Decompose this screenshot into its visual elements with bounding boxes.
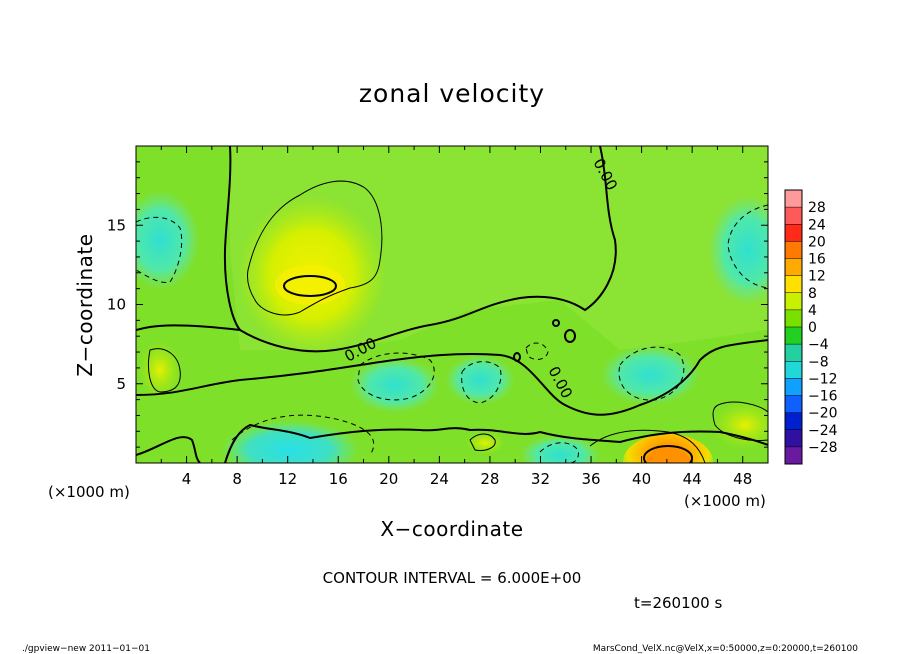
x-tick-label: 20 bbox=[379, 470, 398, 488]
colorbar-label: 24 bbox=[808, 217, 826, 233]
colorbar-label: 0 bbox=[808, 320, 817, 336]
heatmap-field bbox=[136, 146, 768, 463]
contour-interval-text: CONTOUR INTERVAL = 6.000E+00 bbox=[323, 569, 582, 587]
colorbar-label: 20 bbox=[808, 234, 826, 250]
colorbar-label: −12 bbox=[808, 371, 838, 387]
y-tick-label: 15 bbox=[107, 216, 126, 234]
colorbar-swatch bbox=[785, 309, 802, 328]
x-tick-label: 28 bbox=[480, 470, 499, 488]
colorbar-label: −28 bbox=[808, 440, 838, 456]
colorbar-label: −4 bbox=[808, 337, 829, 353]
colorbar-swatch bbox=[785, 275, 802, 294]
colorbar-swatch bbox=[785, 446, 802, 465]
colorbar-label: −16 bbox=[808, 389, 838, 405]
x-tick-label: 16 bbox=[329, 470, 348, 488]
colorbar-label: −8 bbox=[808, 354, 829, 370]
x-tick-label: 8 bbox=[232, 470, 242, 488]
x-tick-label: 4 bbox=[182, 470, 192, 488]
x-units-label-right: (×1000 m) bbox=[684, 492, 766, 510]
footer-left: ./gpview−new 2011−01−01 bbox=[22, 644, 150, 654]
colorbar-label: 16 bbox=[808, 252, 826, 268]
colorbar-swatch bbox=[785, 190, 802, 208]
x-axis-title: X−coordinate bbox=[380, 517, 523, 541]
y-tick-label: 10 bbox=[107, 296, 126, 314]
x-tick-label: 12 bbox=[278, 470, 297, 488]
colorbar-label: 4 bbox=[808, 303, 817, 319]
chart-title: zonal velocity bbox=[359, 79, 545, 108]
footer-right: MarsCond_VelX.nc@VelX,x=0:50000,z=0:2000… bbox=[593, 644, 858, 654]
colorbar-label: −20 bbox=[808, 406, 838, 422]
colorbar-label: 28 bbox=[808, 200, 826, 216]
time-text: t=260100 s bbox=[634, 594, 722, 612]
x-tick-label: 44 bbox=[683, 470, 702, 488]
colorbar-swatch bbox=[785, 361, 802, 379]
colorbar-swatch bbox=[785, 378, 802, 396]
x-units-label-left: (×1000 m) bbox=[48, 483, 130, 501]
colorbar-swatch bbox=[785, 412, 802, 431]
colorbar-swatch bbox=[785, 207, 802, 225]
x-tick-label: 32 bbox=[531, 470, 550, 488]
colorbar-swatch bbox=[785, 395, 802, 414]
colorbar-swatch bbox=[785, 327, 802, 345]
colorbar-label: 8 bbox=[808, 286, 817, 302]
x-axis-ticks: 4 8 12 16 20 24 28 32 36 40 44 48 bbox=[160, 146, 752, 488]
y-axis-title: Z−coordinate bbox=[73, 233, 97, 376]
colorbar-label: −24 bbox=[808, 423, 838, 439]
x-tick-label: 40 bbox=[632, 470, 651, 488]
colorbar-label: 12 bbox=[808, 269, 826, 285]
x-tick-label: 36 bbox=[581, 470, 600, 488]
colorbar-swatch bbox=[785, 258, 802, 277]
x-tick-label: 48 bbox=[733, 470, 752, 488]
y-axis-ticks: 5 10 15 bbox=[107, 161, 768, 448]
y-tick-label: 5 bbox=[116, 375, 126, 393]
colorbar-swatch bbox=[785, 292, 802, 311]
colorbar-swatch bbox=[785, 241, 802, 259]
colorbar-swatch bbox=[785, 224, 802, 242]
x-tick-label: 24 bbox=[430, 470, 449, 488]
colorbar-swatch bbox=[785, 429, 802, 448]
colorbar-swatch bbox=[785, 344, 802, 362]
